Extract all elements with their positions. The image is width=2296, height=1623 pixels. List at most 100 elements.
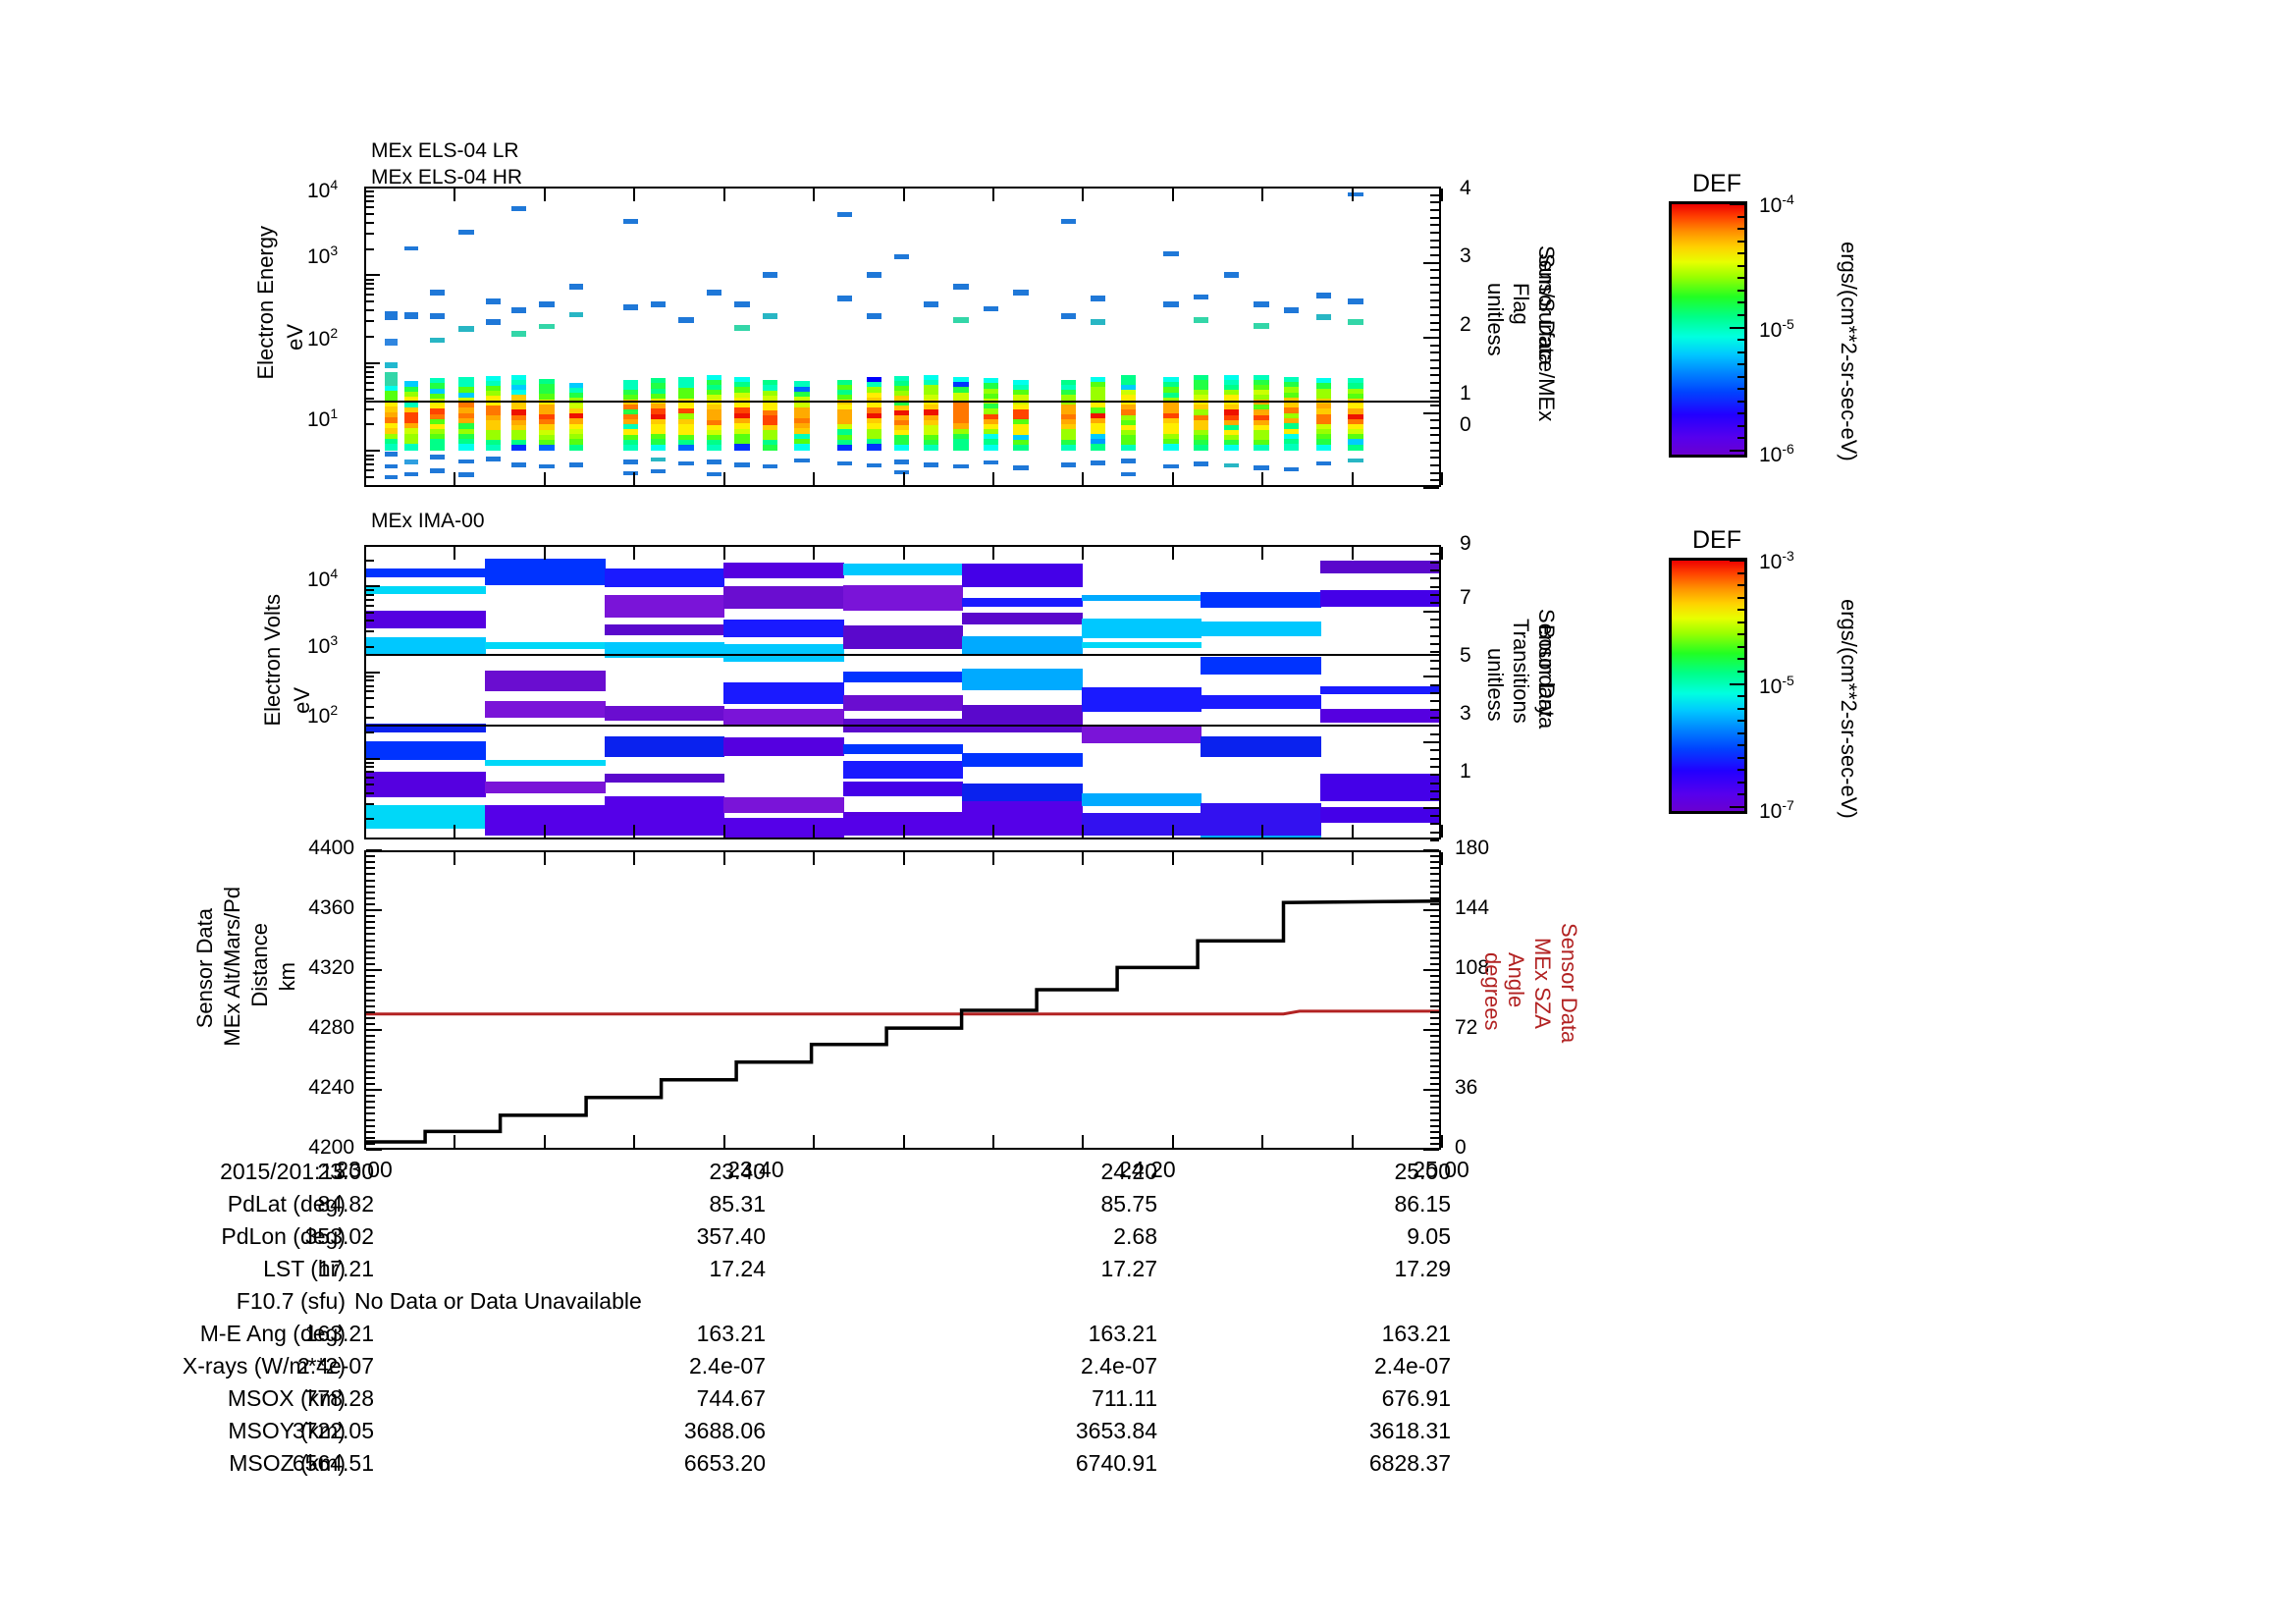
panel1-band — [678, 434, 694, 441]
panel1-band — [678, 460, 694, 466]
panel3-xtick-bottom — [722, 1135, 725, 1148]
panel1-band — [485, 415, 501, 422]
panel3-ytick — [366, 1070, 375, 1073]
panel1-band — [794, 433, 810, 440]
panel1-band — [983, 408, 999, 415]
panel1-ytick-minor — [366, 221, 374, 224]
panel1-ytick-minor — [366, 336, 374, 338]
panel1-ytick-1e4: 104 — [307, 177, 339, 202]
panel2-band — [962, 800, 1083, 836]
panel1-band — [485, 298, 501, 304]
panel1-band — [1283, 307, 1300, 313]
panel1-xtick-bottom — [1441, 472, 1443, 485]
panel1-band — [734, 301, 750, 307]
panel3-rtick — [1430, 1118, 1439, 1121]
panel2-band — [1319, 774, 1439, 801]
panel2-ref-line-upper — [366, 654, 1439, 656]
panel1-band — [706, 444, 722, 451]
panel2-band — [962, 784, 1083, 803]
panel2-ytick-minor — [366, 705, 374, 708]
panel1-title-lr: MEx ELS-04 LR — [371, 139, 519, 162]
panel1-band — [706, 290, 722, 296]
panel1-band — [983, 305, 999, 312]
panel2-band — [1319, 806, 1439, 824]
panel1-band — [983, 383, 999, 390]
panel1-band — [510, 375, 527, 382]
panel1-spectrogram — [366, 189, 1439, 485]
colorbar-tick — [1737, 412, 1747, 415]
panel1-band — [734, 428, 750, 435]
panel2-band — [962, 613, 1083, 624]
panel1-xtick-top — [1082, 189, 1085, 201]
info-cell: 23:40 — [709, 1159, 766, 1184]
panel3-ytick-label: 4280 — [308, 1016, 354, 1039]
panel3-ytick — [366, 962, 375, 965]
panel1-band — [923, 444, 938, 451]
panel1-band — [1223, 395, 1239, 402]
panel3-ytick — [366, 1022, 375, 1025]
panel3-ytick — [366, 981, 375, 984]
panel1-band — [384, 406, 399, 413]
panel1-band — [650, 393, 667, 400]
panel1-band — [510, 390, 527, 397]
panel1-band — [953, 387, 969, 394]
panel3-ytick — [366, 1130, 375, 1133]
panel1-plot-area[interactable] — [364, 187, 1441, 487]
colorbar-tick — [1737, 781, 1747, 784]
panel3-xtick-bottom — [454, 1135, 456, 1148]
colorbar-tick — [1737, 252, 1747, 255]
panel1-band — [1060, 424, 1076, 431]
panel2-block — [1081, 547, 1202, 838]
panel1-column — [1120, 189, 1137, 485]
colorbar1[interactable] — [1669, 201, 1747, 458]
panel1-rtick-minor — [1430, 419, 1439, 422]
panel1-band — [706, 395, 722, 402]
panel1-band — [510, 424, 527, 431]
panel1-xtick-top — [1351, 189, 1354, 201]
panel1-band — [539, 394, 555, 401]
info-row-label: X-rays (W/m**2) — [182, 1353, 346, 1379]
panel1-band — [1120, 439, 1137, 446]
panel1-band — [1194, 414, 1209, 421]
panel1-xtick-bottom — [454, 472, 456, 485]
panel3-ytick — [366, 1047, 375, 1050]
panel1-band — [1315, 429, 1331, 436]
panel3-ytick — [366, 1101, 375, 1104]
panel2-right-label-3: Transitions — [1509, 619, 1533, 724]
panel1-xtick-bottom — [633, 472, 636, 485]
panel2-ytick-minor — [366, 802, 374, 805]
panel1-band — [837, 384, 853, 391]
panel1-right-label-4: unitless — [1483, 283, 1508, 356]
panel2-plot-area[interactable] — [364, 545, 1441, 839]
panel2-block — [1201, 547, 1321, 838]
panel3-traces — [366, 898, 1439, 1144]
panel1-band — [510, 434, 527, 441]
panel1-xtick-bottom — [543, 472, 546, 485]
panel1-band — [1194, 385, 1209, 392]
panel2-band — [1319, 589, 1439, 607]
panel3-rtick — [1430, 861, 1439, 864]
colorbar2-mid-label: 10-5 — [1759, 673, 1794, 698]
panel1-band — [734, 382, 750, 389]
panel1-ylabel-2: eV — [283, 324, 307, 351]
panel1-ytick-1e3: 103 — [307, 243, 339, 268]
panel1-band — [1194, 405, 1209, 411]
panel1-band — [510, 419, 527, 426]
panel1-column — [1254, 189, 1269, 485]
colorbar2[interactable] — [1669, 558, 1747, 814]
panel1-band — [983, 439, 999, 446]
panel1-band — [1348, 413, 1363, 420]
panel1-band — [1163, 439, 1179, 446]
panel1-band — [568, 434, 584, 441]
panel1-band — [429, 434, 446, 441]
panel1-band — [953, 444, 969, 451]
panel1-band — [894, 440, 910, 447]
panel1-rtick-minor — [1430, 358, 1439, 361]
panel1-band — [485, 445, 501, 452]
panel1-column — [458, 189, 474, 485]
colorbar1-units: ergs/(cm**2-sr-sec-eV) — [1837, 242, 1861, 461]
panel1-band — [794, 439, 810, 446]
panel1-ytick-minor — [366, 294, 374, 297]
panel3-plot-area[interactable] — [364, 850, 1441, 1150]
panel1-band — [894, 395, 910, 402]
